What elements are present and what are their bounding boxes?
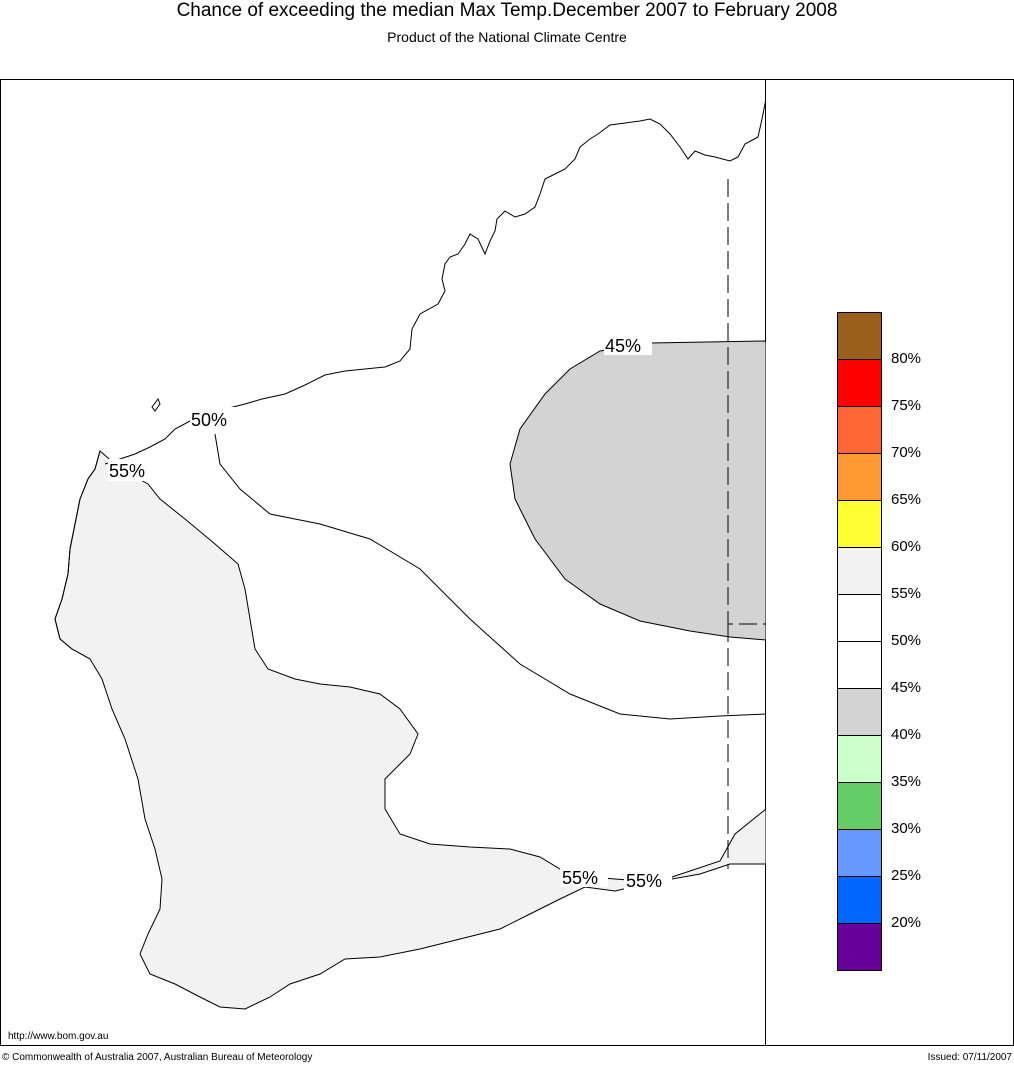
issued-date: Issued: 07/11/2007 <box>927 1052 1012 1063</box>
legend-swatch-11 <box>837 830 882 877</box>
legend-swatch-5 <box>837 548 882 595</box>
legend-label-55-percent: 55% <box>891 585 922 602</box>
legend-label-35-percent: 35% <box>891 773 922 790</box>
coastline <box>104 98 766 465</box>
legend-swatch-9 <box>837 736 882 783</box>
legend-swatch-0 <box>837 312 882 360</box>
legend-swatch-4 <box>837 501 882 548</box>
legend-label-65-percent: 65% <box>891 491 922 508</box>
legend-swatch-8 <box>837 689 882 736</box>
contour-label-55-nw: 55% <box>109 461 145 481</box>
coastline-sw <box>54 450 101 660</box>
region-45-east <box>509 340 766 641</box>
state-border <box>727 179 766 869</box>
legend-swatch-10 <box>837 783 882 830</box>
legend-label-60-percent: 60% <box>891 538 922 555</box>
contour-label-45: 45% <box>605 336 641 356</box>
legend-label-45-percent: 45% <box>891 679 922 696</box>
legend-swatch-12 <box>837 877 882 924</box>
legend-swatch-6 <box>837 595 882 642</box>
legend-label-80-percent: 80% <box>891 350 922 367</box>
legend-label-20-percent: 20% <box>891 914 922 931</box>
legend-frame <box>766 79 1014 1046</box>
legend-label-75-percent: 75% <box>891 397 922 414</box>
map-title: Chance of exceeding the median Max Temp.… <box>176 0 838 21</box>
contour-label-55-southeast: 55% <box>626 871 662 891</box>
legend-label-25-percent: 25% <box>891 867 922 884</box>
legend-swatch-3 <box>837 454 882 501</box>
island <box>151 397 161 412</box>
legend-label-30-percent: 30% <box>891 820 922 837</box>
map-subtitle: Product of the National Climate Centre <box>387 29 627 45</box>
legend-label-70-percent: 70% <box>891 444 922 461</box>
copyright: © Commonwealth of Australia 2007, Austra… <box>2 1052 313 1063</box>
legend-label-40-percent: 40% <box>891 726 922 743</box>
contour-label-50: 50% <box>191 410 227 430</box>
legend-label-50-percent: 50% <box>891 632 922 649</box>
contour-50 <box>214 433 766 720</box>
source-url: http://www.bom.gov.au <box>8 1031 109 1042</box>
legend-colorbar <box>837 312 882 971</box>
legend-swatch-1 <box>837 360 882 407</box>
contour-label-55-south: 55% <box>562 868 598 888</box>
legend-swatch-13 <box>837 924 882 971</box>
legend-swatch-7 <box>837 642 882 689</box>
map-area: 45% 50% 55% 55% 55% <box>54 98 766 1010</box>
legend-swatch-2 <box>837 407 882 454</box>
